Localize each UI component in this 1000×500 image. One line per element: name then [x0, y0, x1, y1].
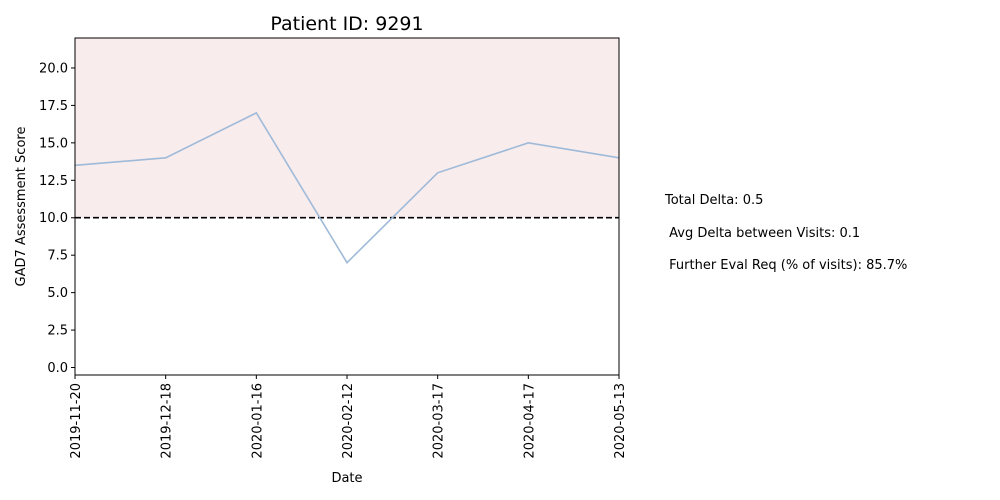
x-tick-label: 2020-04-17	[522, 383, 537, 459]
y-tick-label: 17.5	[39, 99, 68, 114]
y-tick-label: 10.0	[39, 211, 68, 226]
x-tick-label: 2020-05-13	[613, 383, 628, 459]
elevated-score-region	[75, 38, 619, 218]
y-tick-label: 2.5	[47, 324, 68, 339]
x-axis-ticks: 2019-11-20 2019-12-18 2020-01-16 2020-02-12…	[69, 375, 628, 459]
y-tick-label: 5.0	[47, 286, 68, 301]
x-tick-label: 2019-11-20	[69, 383, 84, 459]
plot-frame	[74, 37, 620, 376]
total-delta-text: Total Delta: 0.5	[665, 193, 764, 208]
y-axis-ticks: 0.0 2.5 5.0 7.5 10.0 12.5 15.0 17.5 20.0	[39, 61, 75, 376]
x-tick-label: 2020-03-17	[432, 383, 447, 459]
y-tick-label: 12.5	[39, 174, 68, 189]
x-tick-label: 2019-12-18	[160, 383, 175, 459]
series-line	[74, 111, 620, 264]
x-tick-label: 2020-01-16	[250, 383, 265, 459]
y-axis-label: GAD7 Assessment Score	[14, 127, 29, 287]
avg-delta-text: Avg Delta between Visits: 0.1	[665, 225, 861, 241]
y-tick-label: 0.0	[47, 361, 68, 376]
y-tick-label: 15.0	[39, 136, 68, 151]
x-axis-label: Date	[331, 471, 362, 486]
y-tick-label: 7.5	[47, 249, 68, 264]
stats-panel: Total Delta: 0.5 Avg Delta between Visit…	[665, 185, 907, 283]
further-eval-text: Further Eval Req (% of visits): 85.7%	[665, 258, 908, 273]
chart-title: Patient ID: 9291	[270, 13, 423, 35]
x-tick-label: 2020-02-12	[341, 383, 356, 459]
y-tick-label: 20.0	[39, 61, 68, 76]
